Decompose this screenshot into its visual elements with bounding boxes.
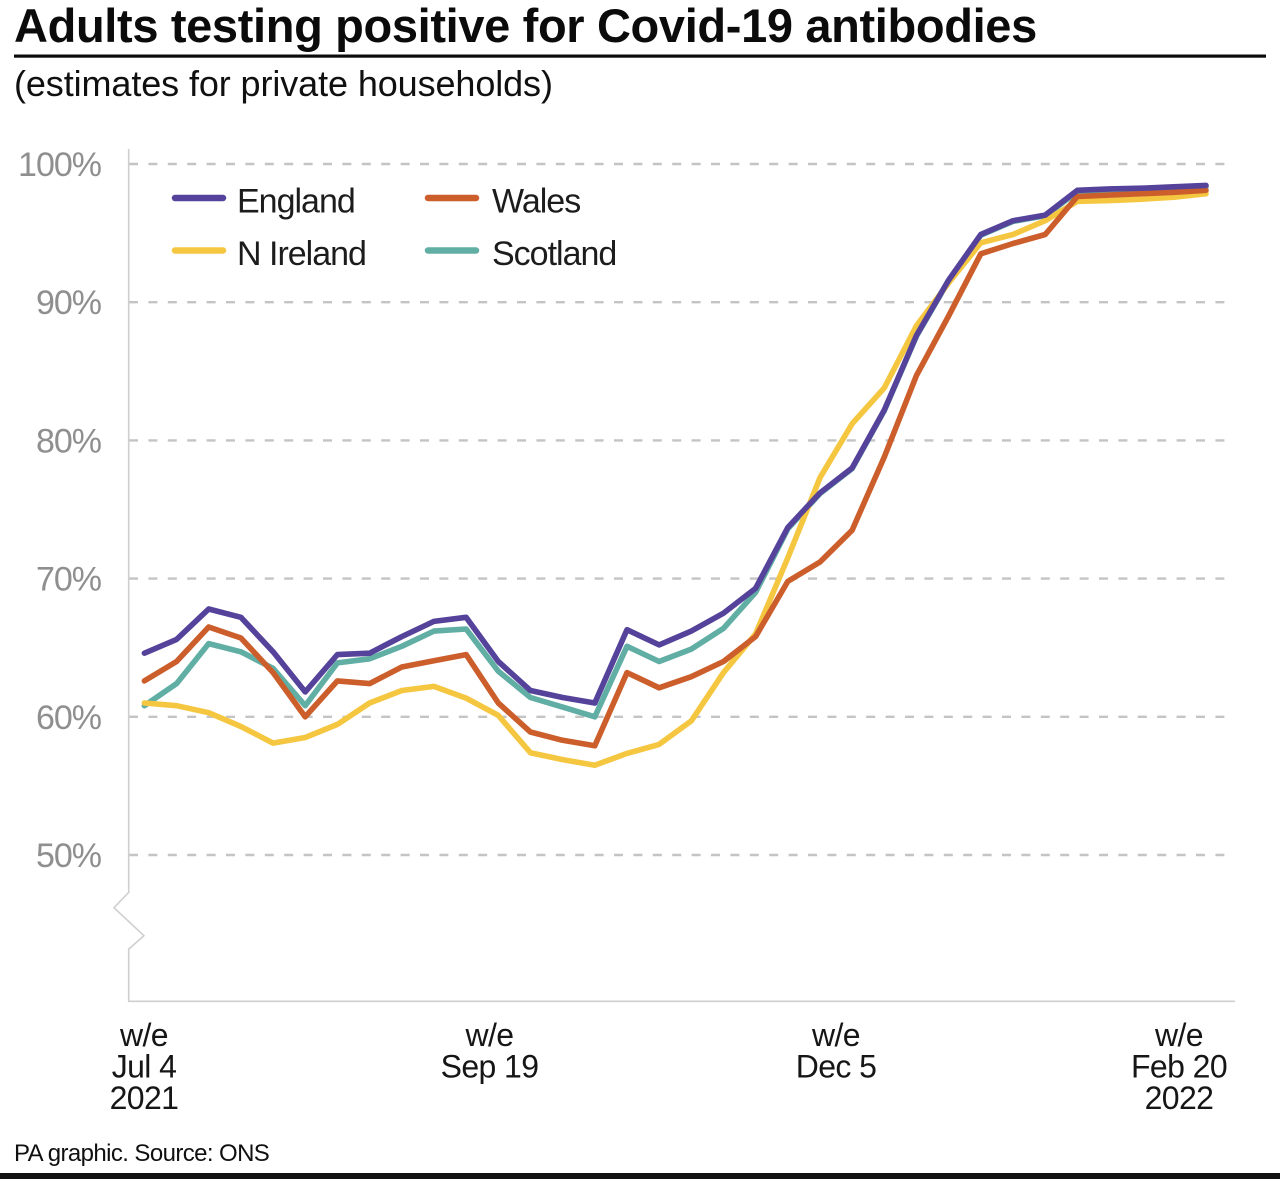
svg-text:80%: 80% [36,422,102,460]
svg-text:100%: 100% [18,146,102,184]
svg-text:Wales: Wales [492,183,580,221]
svg-text:70%: 70% [36,561,102,599]
svg-text:2021: 2021 [110,1080,179,1116]
svg-text:N Ireland: N Ireland [237,235,366,273]
svg-text:Dec 5: Dec 5 [796,1049,877,1085]
svg-text:England: England [237,183,355,221]
svg-text:90%: 90% [36,284,102,322]
svg-text:60%: 60% [36,699,102,737]
svg-text:Feb 20: Feb 20 [1131,1049,1227,1085]
svg-text:PA graphic. Source: ONS: PA graphic. Source: ONS [14,1140,269,1167]
svg-text:2022: 2022 [1145,1080,1214,1116]
svg-text:Scotland: Scotland [492,235,616,273]
svg-text:(estimates for private househo: (estimates for private households) [14,63,553,104]
svg-text:Jul 4: Jul 4 [112,1049,177,1085]
svg-text:w/e: w/e [1154,1017,1203,1053]
svg-text:50%: 50% [36,837,102,875]
svg-text:w/e: w/e [119,1017,168,1053]
svg-text:w/e: w/e [811,1017,860,1053]
svg-text:Sep 19: Sep 19 [441,1049,539,1085]
svg-text:Adults testing positive for Co: Adults testing positive for Covid-19 ant… [14,0,1037,52]
svg-text:w/e: w/e [465,1017,514,1053]
